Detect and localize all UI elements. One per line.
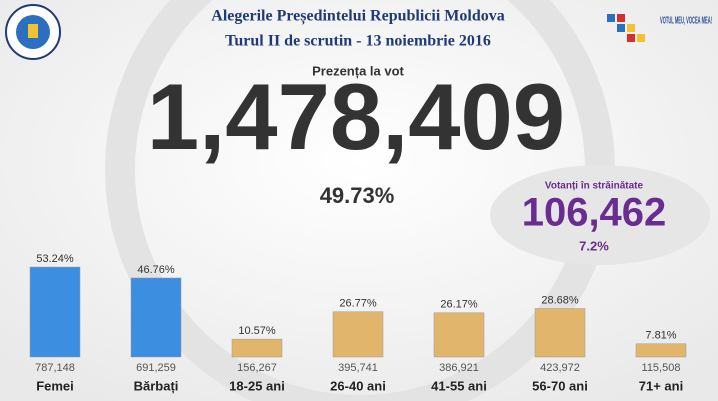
count-label: 156,267: [237, 362, 277, 374]
category-label: Bărbați: [134, 378, 179, 393]
category-label: 41-55 ani: [431, 378, 487, 393]
bar: [231, 338, 283, 358]
abroad-percent: 7.2%: [579, 238, 609, 253]
category-label: 71+ ani: [639, 378, 683, 393]
subtitle: Turul II de scrutin - 13 noiembrie 2016: [225, 33, 491, 50]
abroad-voters: 106,462: [522, 191, 667, 235]
category-label: Femei: [36, 378, 74, 393]
value-label: 46.76%: [137, 264, 175, 276]
bar: [433, 312, 485, 358]
turnout-percent: 49.73%: [320, 183, 395, 208]
count-label: 386,921: [439, 362, 479, 374]
abroad-label: Votanți în străinătate: [545, 181, 644, 192]
bar: [130, 277, 182, 358]
value-label: 53.24%: [36, 253, 74, 265]
bar: [29, 266, 81, 358]
count-label: 395,741: [338, 362, 378, 374]
value-label: 28.68%: [541, 294, 579, 306]
emblem: [5, 4, 61, 60]
count-label: 423,972: [540, 362, 580, 374]
logo-text: VOTUL MEU, VOCEA MEA!: [660, 16, 712, 27]
bar: [332, 311, 384, 358]
title: Alegerile Președintelui Republicii Moldo…: [211, 8, 504, 26]
logo-squares: [607, 14, 645, 42]
value-label: 7.81%: [645, 330, 676, 342]
value-label: 26.77%: [339, 298, 377, 310]
turnout-voters: 1,478,409: [147, 64, 565, 169]
category-label: 26-40 ani: [330, 378, 386, 393]
value-label: 10.57%: [238, 325, 276, 337]
bar: [635, 343, 687, 358]
turnout-label: Prezența la vot: [312, 63, 404, 78]
value-label: 26.17%: [440, 299, 478, 311]
category-label: 56-70 ani: [532, 378, 588, 393]
world-map: [490, 165, 710, 265]
count-label: 787,148: [35, 362, 75, 374]
count-label: 115,508: [642, 362, 681, 374]
bar: [534, 308, 586, 358]
count-label: 691,259: [136, 362, 176, 374]
category-label: 18-25 ani: [229, 378, 285, 393]
